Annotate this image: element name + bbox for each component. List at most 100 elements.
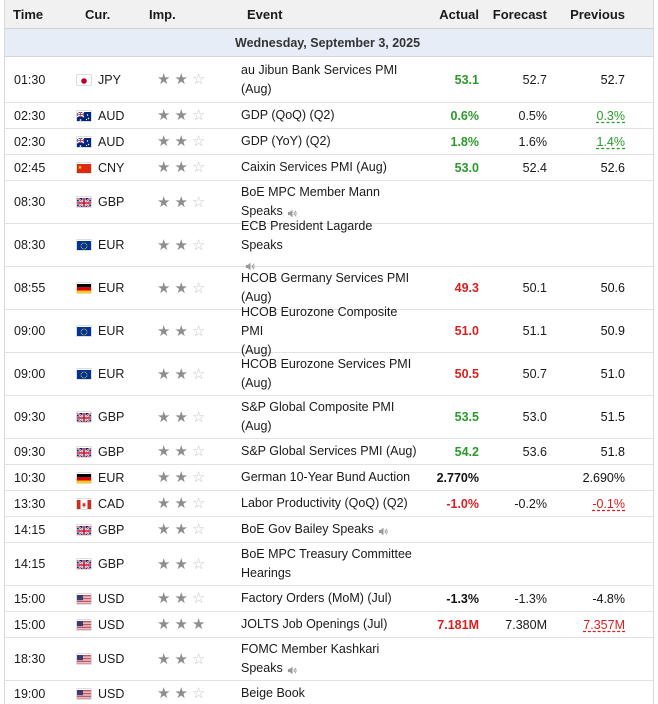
table-row[interactable]: 14:15 GBP ★ ★ ☆ BoE MPC Treasury Committee Hea… [5, 543, 653, 586]
event-time: 15:00 [14, 617, 46, 632]
event-title[interactable]: ECB President Lagarde Speaks [235, 217, 417, 274]
star-filled-icon: ★ [174, 193, 188, 211]
event-title[interactable]: BoE Gov Bailey Speaks [235, 520, 417, 539]
table-row[interactable]: 09:30 GBP ★ ★ ☆ S&P Global Composite PMI (Aug)… [5, 396, 653, 439]
table-row[interactable]: 08:55 EUR ★ ★ ☆ HCOB Germany Services PMI (Aug… [5, 267, 653, 310]
currency-code: AUD [98, 134, 125, 149]
event-title[interactable]: HCOB Germany Services PMI (Aug) [235, 269, 417, 307]
table-row[interactable]: 18:30 USD ★ ★ ☆ FOMC Member Kashkari Speaks [5, 638, 653, 681]
actual-value: 53.5 [454, 410, 479, 424]
forecast-value: 53.6 [522, 444, 547, 459]
table-row[interactable]: 09:00 EUR ★ ★ ☆ HCOB Eurozone Composite PMI (A… [5, 305, 653, 357]
de-flag-icon [77, 283, 91, 293]
importance-stars: ★ ★ ☆ [147, 195, 229, 210]
event-title[interactable]: FOMC Member Kashkari Speaks [235, 640, 417, 678]
us-flag-icon [77, 620, 91, 630]
star-empty-icon: ☆ [191, 408, 206, 426]
event-title[interactable]: BoE MPC Treasury Committee Hearings [235, 545, 417, 583]
eu-flag-icon [77, 326, 91, 336]
speaker-icon[interactable] [287, 206, 298, 218]
event-line: GDP (YoY) (Q2) [241, 134, 331, 148]
event-title[interactable]: German 10-Year Bund Auction [235, 468, 417, 487]
event-title[interactable]: JOLTS Job Openings (Jul) [235, 615, 417, 634]
event-time: 18:30 [14, 652, 46, 666]
event-title[interactable]: Caixin Services PMI (Aug) [235, 158, 417, 177]
star-filled-icon: ★ [174, 521, 188, 538]
event-line: BoE MPC Member Mann [241, 185, 380, 199]
event-time: 14:15 [14, 522, 46, 537]
event-title[interactable]: Labor Productivity (QoQ) (Q2) [235, 494, 417, 513]
table-row[interactable]: 15:00 USD ★ ★ ☆ Factory Orders (MoM) (Jul) -1.… [5, 586, 653, 612]
event-time: 10:30 [14, 470, 46, 485]
table-row[interactable]: 02:30 AUD ★ ★ ☆ GDP (YoY) (Q2) 1.8% 1.6% 1.4% [5, 129, 653, 155]
event-line: HCOB Eurozone Services PMI [241, 357, 412, 371]
table-row[interactable]: 09:30 GBP ★ ★ ☆ S&P Global Services PMI (Aug)… [5, 439, 653, 465]
table-row[interactable]: 02:45 CNY ★ ★ ☆ Caixin Services PMI (Aug) 53.0… [5, 155, 653, 181]
event-title[interactable]: GDP (QoQ) (Q2) [235, 106, 417, 125]
event-line: (Aug) [241, 342, 272, 357]
star-filled-icon: ★ [174, 322, 188, 340]
event-title[interactable]: HCOB Eurozone Composite PMI (Aug) [235, 303, 417, 360]
event-title[interactable]: S&P Global Services PMI (Aug) [235, 442, 417, 461]
us-flag-icon [77, 689, 91, 699]
star-empty-icon: ☆ [191, 279, 206, 297]
star-filled-icon: ★ [174, 555, 188, 573]
event-line: Caixin Services PMI (Aug) [241, 160, 387, 174]
importance-stars: ★ ★ ☆ [147, 557, 229, 572]
event-title[interactable]: Beige Book [235, 684, 417, 703]
star-filled-icon: ★ [174, 279, 188, 297]
speaker-icon[interactable] [378, 524, 389, 536]
table-row[interactable]: 10:30 EUR ★ ★ ☆ German 10-Year Bund Auction 2.… [5, 465, 653, 491]
table-row[interactable]: 01:30 JPY ★ ★ ☆ au Jibun Bank Services PMI (Au… [5, 57, 653, 103]
event-title[interactable]: GDP (YoY) (Q2) [235, 132, 417, 151]
star-filled-icon: ★ [174, 71, 188, 88]
table-row[interactable]: 02:30 AUD ★ ★ ☆ GDP (QoQ) (Q2) 0.6% 0.5% 0.3% [5, 103, 653, 129]
event-title[interactable]: Factory Orders (MoM) (Jul) [235, 589, 417, 608]
event-title[interactable]: S&P Global Composite PMI (Aug) [235, 398, 417, 436]
table-row[interactable]: 15:00 USD ★ ★ ★ JOLTS Job Openings (Jul) 7.181… [5, 612, 653, 638]
table-row[interactable]: 19:00 USD ★ ★ ☆ Beige Book [5, 681, 653, 704]
header-time[interactable]: Time [13, 6, 44, 22]
forecast-value: 52.4 [522, 160, 547, 175]
currency-code: USD [98, 652, 125, 666]
event-title[interactable]: au Jibun Bank Services PMI (Aug) [235, 61, 417, 99]
table-row[interactable]: 13:30 CAD ★ ★ ☆ Labor Productivity (QoQ) (Q2)… [5, 491, 653, 517]
currency-code: EUR [98, 470, 125, 485]
importance-stars: ★ ★ ★ [147, 617, 229, 632]
speaker-icon[interactable] [245, 259, 256, 271]
table-row[interactable]: 08:30 GBP ★ ★ ☆ BoE MPC Member Mann Speaks [5, 181, 653, 224]
currency-code: USD [98, 686, 125, 701]
star-filled-icon: ★ [174, 616, 188, 633]
star-empty-icon: ☆ [191, 236, 206, 254]
eu-flag-icon [77, 369, 91, 379]
event-line: (Aug) [241, 376, 272, 390]
actual-value: 54.2 [454, 444, 479, 459]
header-event[interactable]: Event [247, 6, 283, 22]
star-filled-icon: ★ [157, 107, 171, 124]
currency-code: EUR [98, 367, 125, 381]
table-row[interactable]: 14:15 GBP ★ ★ ☆ BoE Gov Bailey Speaks [5, 517, 653, 543]
table-row[interactable]: 09:00 EUR ★ ★ ☆ HCOB Eurozone Services PMI (Au… [5, 353, 653, 396]
forecast-value: 1.6% [518, 134, 548, 149]
importance-stars: ★ ★ ☆ [147, 410, 229, 425]
previous-value: -0.1% [592, 496, 625, 511]
currency-code: EUR [98, 324, 125, 338]
header-importance[interactable]: Imp. [149, 6, 176, 22]
header-actual[interactable]: Actual [439, 6, 479, 22]
header-currency[interactable]: Cur. [85, 6, 111, 22]
currency-code: GBP [98, 444, 125, 459]
importance-stars: ★ ★ ☆ [147, 686, 229, 701]
event-time: 08:30 [14, 238, 46, 252]
currency-code: EUR [98, 238, 125, 252]
table-row[interactable]: 08:30 EUR ★ ★ ☆ ECB President Lagarde Speaks [5, 219, 653, 271]
previous-value: 51.0 [600, 367, 625, 381]
speaker-icon[interactable] [287, 663, 298, 675]
header-previous[interactable]: Previous [570, 6, 625, 22]
event-title[interactable]: HCOB Eurozone Services PMI (Aug) [235, 355, 417, 393]
event-title[interactable]: BoE MPC Member Mann Speaks [235, 183, 417, 221]
header-forecast[interactable]: Forecast [492, 6, 547, 22]
importance-stars: ★ ★ ☆ [147, 281, 229, 296]
star-filled-icon: ★ [157, 443, 171, 460]
event-line: HCOB Germany Services PMI [241, 271, 410, 285]
gb-flag-icon [77, 197, 91, 207]
